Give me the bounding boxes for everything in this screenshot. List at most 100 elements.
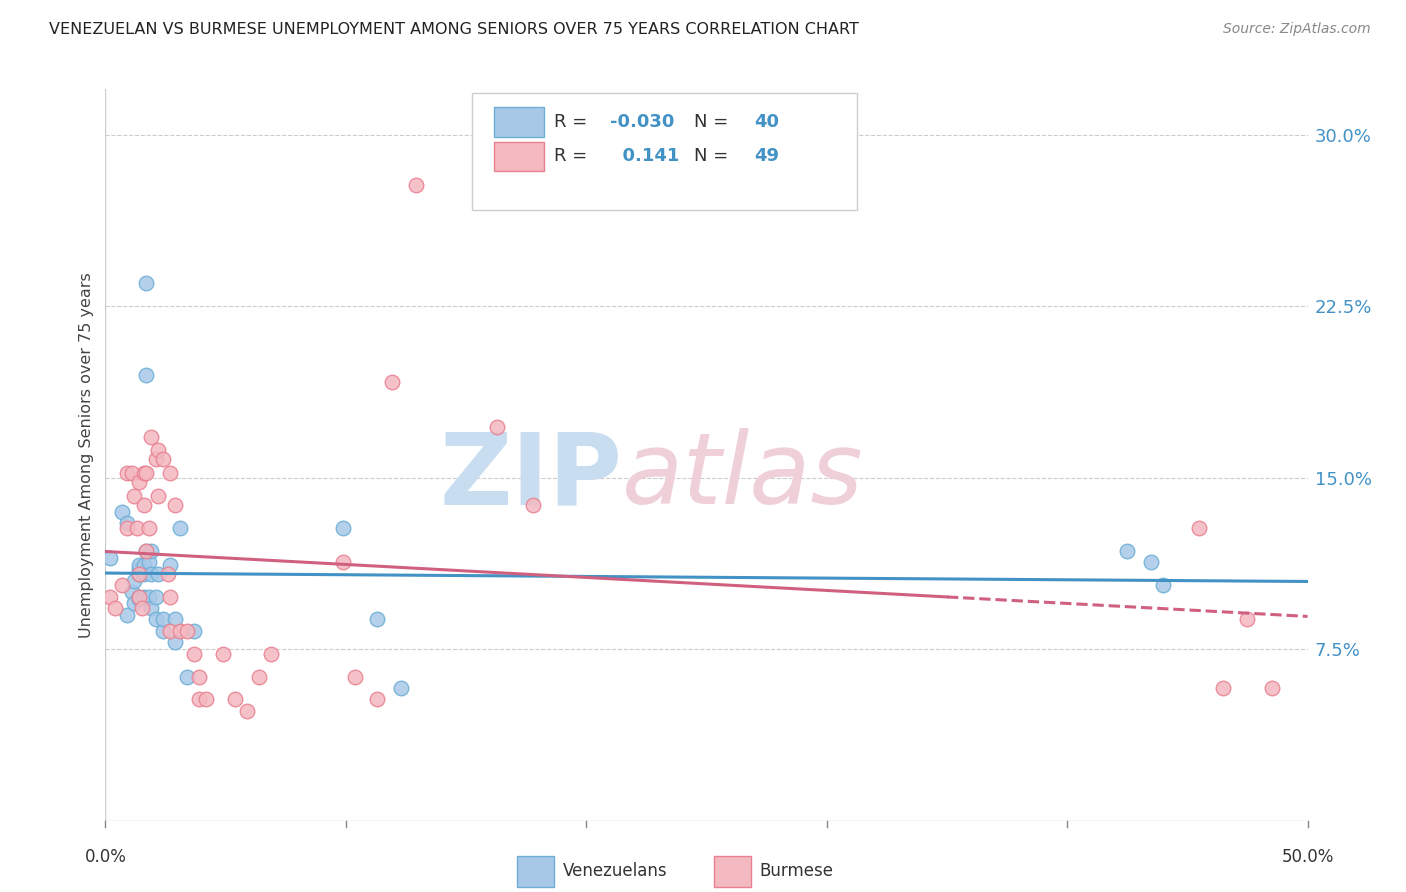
Point (111, 578, 134, 592)
Point (124, 574, 146, 588)
Point (159, 624, 181, 638)
Point (98, 590, 121, 604)
Point (366, 692, 388, 706)
Point (260, 647, 283, 661)
Point (139, 544, 162, 558)
Point (128, 562, 150, 576)
Point (366, 613, 388, 627)
Point (152, 613, 174, 627)
Text: N =: N = (695, 147, 734, 166)
Point (188, 670, 211, 684)
Point (1212, 681, 1234, 695)
Point (131, 601, 153, 615)
Point (344, 670, 367, 684)
Point (139, 566, 162, 581)
Point (135, 466, 157, 480)
Text: 0.0%: 0.0% (84, 848, 127, 866)
Point (148, 489, 170, 503)
Point (148, 566, 170, 581)
Point (148, 443, 170, 458)
Point (135, 368, 157, 382)
Point (486, 420, 509, 434)
Point (132, 590, 155, 604)
Text: atlas: atlas (623, 428, 865, 525)
Text: VENEZUELAN VS BURMESE UNEMPLOYMENT AMONG SENIORS OVER 75 YEARS CORRELATION CHART: VENEZUELAN VS BURMESE UNEMPLOYMENT AMONG… (49, 22, 859, 37)
Point (139, 601, 162, 615)
Point (135, 544, 157, 558)
Point (115, 607, 138, 622)
FancyBboxPatch shape (494, 108, 544, 136)
Point (115, 466, 138, 480)
Point (124, 489, 146, 503)
Y-axis label: Unemployment Among Seniors over 75 years: Unemployment Among Seniors over 75 years (79, 272, 94, 638)
Point (145, 452, 167, 467)
FancyBboxPatch shape (472, 93, 856, 210)
Point (125, 521, 148, 535)
Point (132, 466, 155, 480)
Point (115, 521, 138, 535)
FancyBboxPatch shape (494, 142, 544, 171)
Point (132, 566, 155, 581)
Point (236, 704, 259, 718)
Point (1236, 613, 1258, 627)
Text: 0.141: 0.141 (610, 147, 679, 166)
Point (224, 692, 246, 706)
Point (115, 516, 138, 531)
Point (183, 624, 205, 638)
Point (128, 475, 150, 490)
Point (1260, 681, 1282, 695)
Point (195, 692, 218, 706)
Point (165, 635, 187, 649)
Point (380, 375, 402, 389)
Point (1152, 578, 1174, 592)
Point (121, 585, 143, 599)
Point (389, 681, 412, 695)
Point (165, 613, 187, 627)
Point (104, 601, 127, 615)
Point (128, 590, 150, 604)
Point (132, 498, 155, 512)
Point (247, 670, 270, 684)
Text: R =: R = (554, 113, 593, 131)
Point (145, 613, 167, 627)
Point (128, 566, 150, 581)
Text: Source: ZipAtlas.com: Source: ZipAtlas.com (1223, 22, 1371, 37)
Point (188, 692, 211, 706)
Point (128, 591, 150, 606)
Point (139, 429, 162, 443)
Point (135, 544, 157, 558)
Point (138, 555, 160, 569)
Text: 40: 40 (755, 113, 779, 131)
Point (128, 558, 150, 572)
Text: 50.0%: 50.0% (1281, 848, 1334, 866)
Point (98, 550, 121, 565)
Point (159, 590, 181, 604)
Point (169, 624, 191, 638)
Point (1116, 544, 1139, 558)
Point (138, 521, 160, 535)
Point (1140, 555, 1163, 569)
Text: N =: N = (695, 113, 734, 131)
Text: ZIP: ZIP (440, 428, 623, 525)
Point (156, 566, 179, 581)
Point (121, 466, 143, 480)
Point (152, 624, 174, 638)
Text: 49: 49 (755, 147, 779, 166)
Point (128, 590, 150, 604)
Point (159, 466, 181, 480)
Point (132, 558, 155, 572)
Point (152, 452, 174, 467)
Text: -0.030: -0.030 (610, 113, 675, 131)
Point (145, 590, 167, 604)
Point (176, 624, 198, 638)
Point (332, 555, 354, 569)
Text: R =: R = (554, 147, 593, 166)
Point (522, 498, 544, 512)
Point (405, 178, 427, 193)
Point (176, 670, 198, 684)
Point (128, 566, 150, 581)
Point (1188, 521, 1211, 535)
Point (212, 647, 235, 661)
Point (159, 558, 181, 572)
Point (165, 498, 187, 512)
